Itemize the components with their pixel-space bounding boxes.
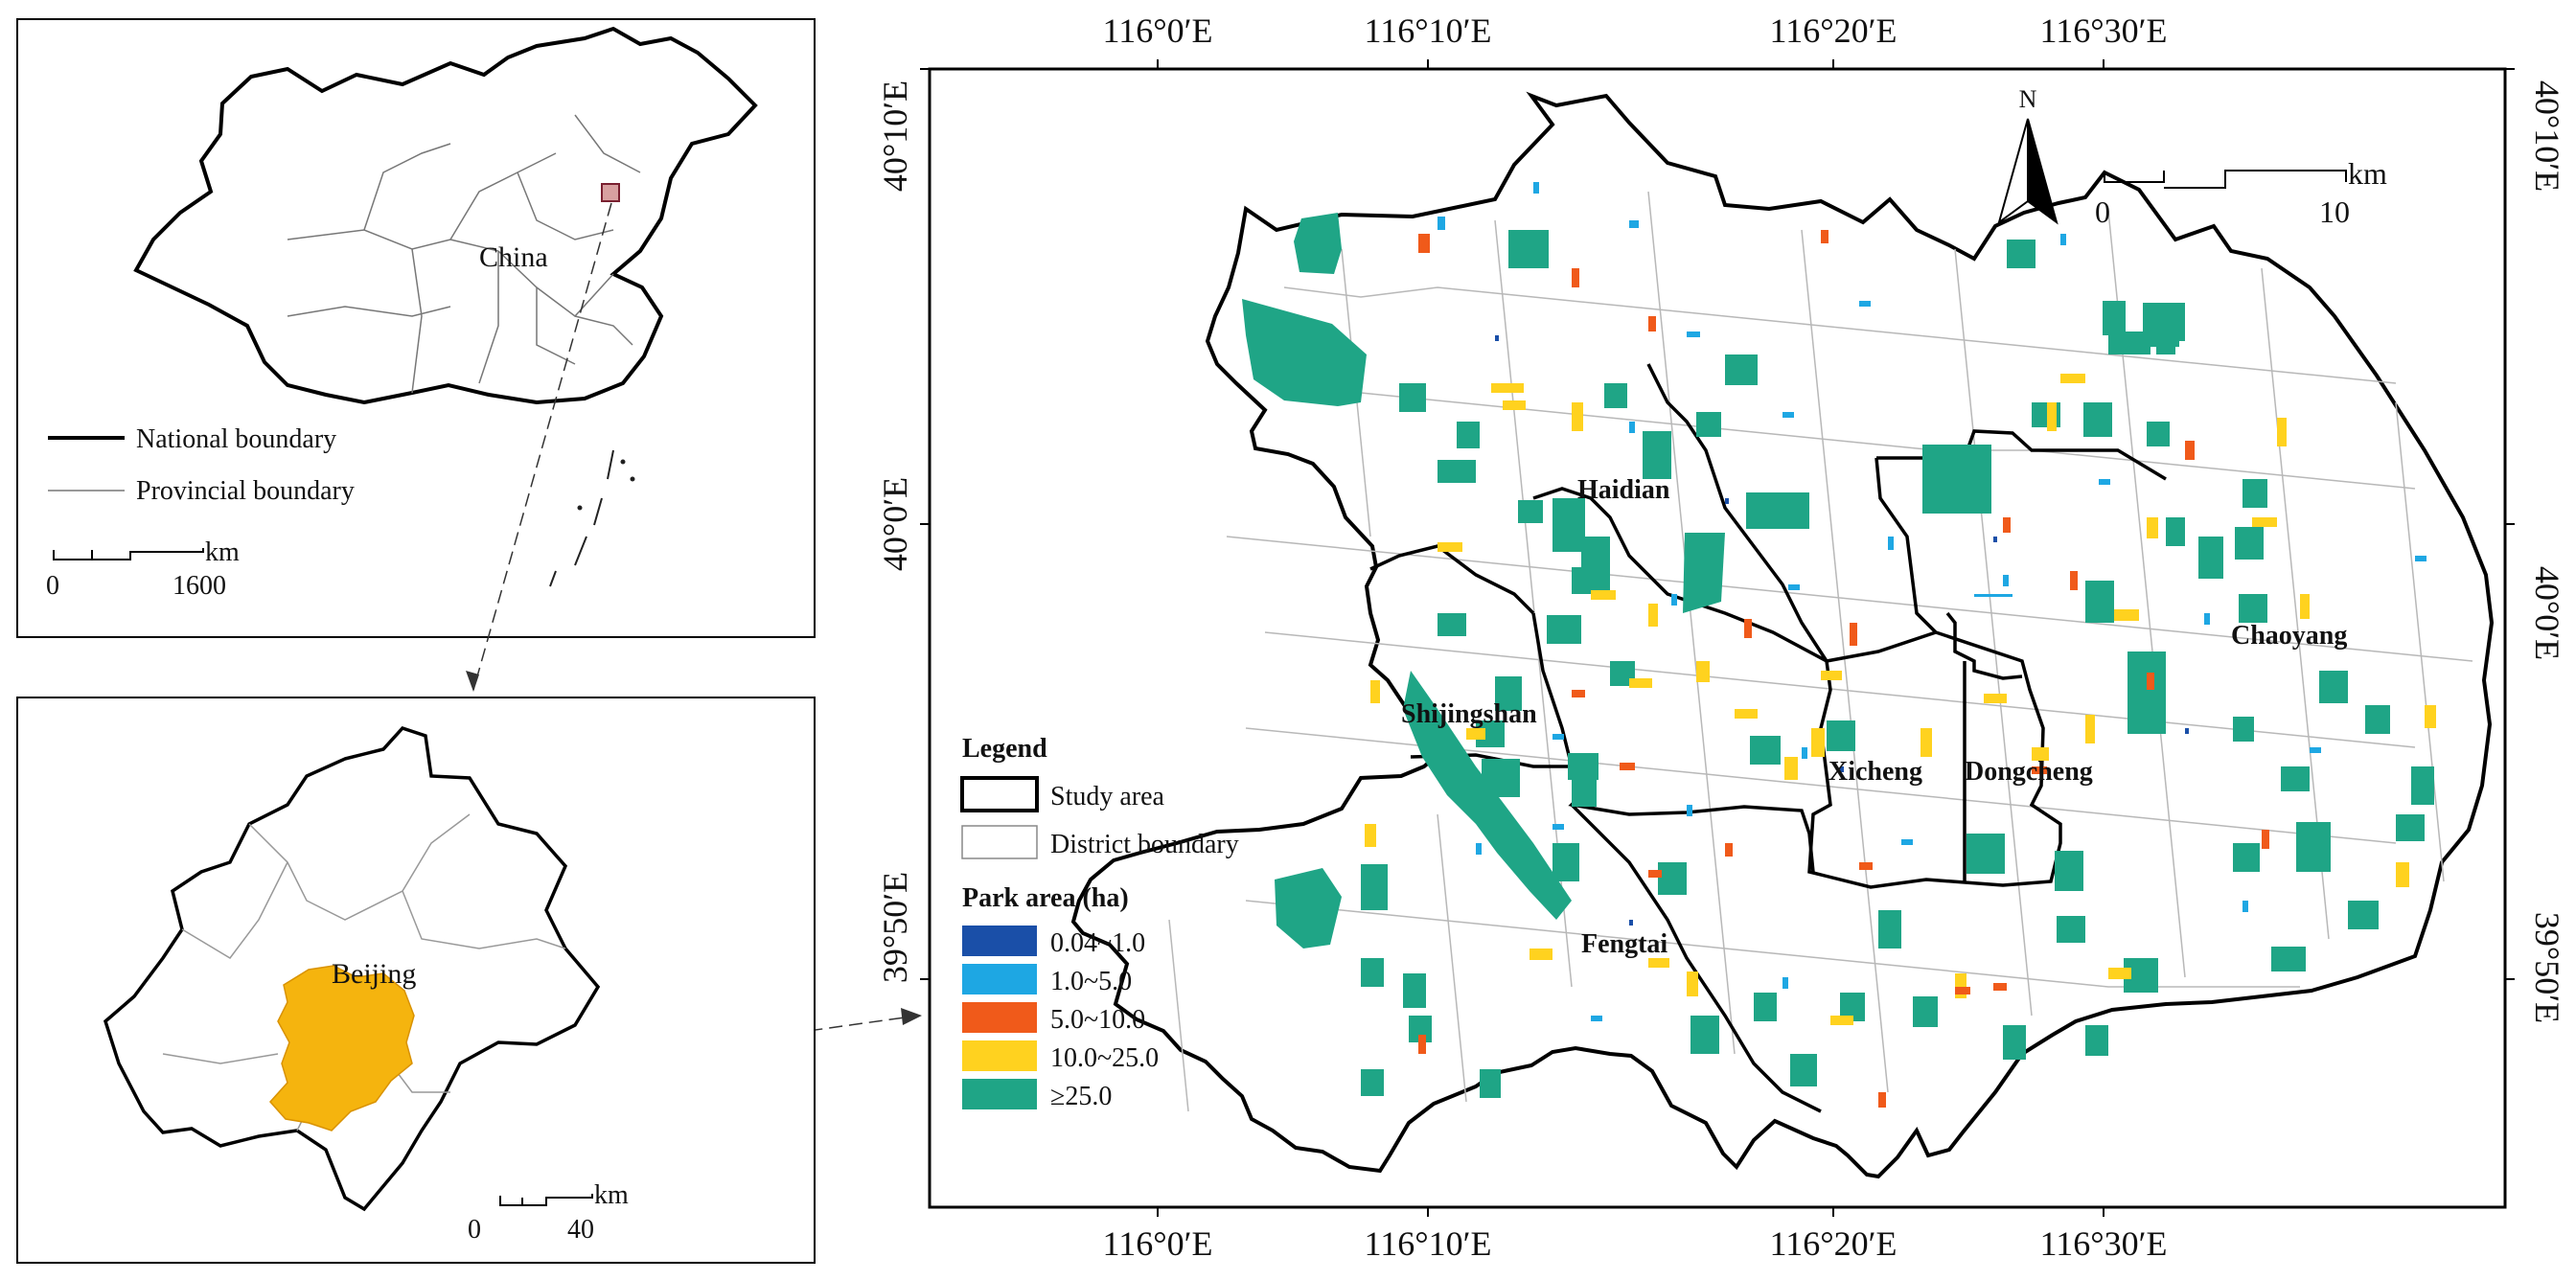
parks-0-1 bbox=[1495, 335, 2189, 926]
north-arrow-label: N bbox=[2019, 85, 2037, 113]
main-scalebar bbox=[2104, 170, 2347, 189]
right-tick-labels: 40°10′E 40°0′E 39°50′E bbox=[2528, 80, 2566, 1023]
legend-title: Legend bbox=[962, 734, 1047, 764]
main-scalebar-end: 10 bbox=[2319, 194, 2350, 229]
legend-provincial-boundary-label: Provincial boundary bbox=[136, 476, 355, 506]
china-scalebar bbox=[53, 548, 204, 560]
district-label-dongcheng: Dongcheng bbox=[1965, 757, 2093, 787]
top-tick-label: 116°30′E bbox=[2040, 11, 2168, 50]
beijing-study-area-highlight bbox=[268, 965, 415, 1131]
bottom-tick-labels: 116°0′E 116°10′E 116°20′E 116°30′E bbox=[1103, 1224, 2168, 1263]
left-tick-labels: 40°10′E 40°0′E 39°50′E bbox=[876, 80, 914, 983]
legend-park-title: Park area (ha) bbox=[962, 883, 1129, 913]
china-provincial-boundaries bbox=[287, 114, 641, 394]
legend-class-label: ≥25.0 bbox=[1050, 1082, 1112, 1111]
map-legend: Legend Study area District boundary Park… bbox=[960, 734, 1239, 1111]
right-tick-label: 40°0′E bbox=[2528, 566, 2566, 660]
legend-class-label: 5.0~10.0 bbox=[1050, 1005, 1145, 1035]
legend-class-swatch bbox=[962, 964, 1037, 994]
district-label-xicheng: Xicheng bbox=[1828, 757, 1922, 787]
bottom-tick-label: 116°30′E bbox=[2040, 1224, 2168, 1263]
left-tick-label: 40°10′E bbox=[876, 80, 914, 192]
china-inset: China National boundary Provincial bound… bbox=[16, 18, 816, 638]
china-beijing-marker bbox=[601, 183, 620, 202]
legend-study-area-swatch bbox=[960, 776, 1039, 812]
legend-class-label: 1.0~5.0 bbox=[1050, 967, 1132, 996]
main-map-tick-marks bbox=[920, 59, 2515, 1217]
connector-arrowhead-1 bbox=[466, 671, 479, 692]
district-label-haidian: Haidian bbox=[1577, 475, 1670, 505]
legend-study-area-label: Study area bbox=[1050, 782, 1165, 811]
left-tick-label: 40°0′E bbox=[876, 477, 914, 571]
legend-class-list: 0.04~1.0 1.0~5.0 5.0~10.0 10.0~25.0 ≥25.0 bbox=[962, 926, 1159, 1111]
top-tick-label: 116°0′E bbox=[1103, 11, 1213, 50]
beijing-inset: Beijing km 0 40 bbox=[16, 697, 816, 1264]
right-tick-label: 40°10′E bbox=[2528, 80, 2566, 192]
north-arrow bbox=[1997, 118, 2058, 225]
top-tick-label: 116°10′E bbox=[1365, 11, 1492, 50]
parks-1-5 bbox=[1438, 182, 2426, 1021]
beijing-scalebar-end: 40 bbox=[567, 1215, 594, 1245]
legend-district-boundary-label: District boundary bbox=[1050, 830, 1239, 859]
beijing-scalebar-unit: km bbox=[594, 1180, 629, 1210]
beijing-boundary bbox=[103, 725, 601, 1212]
connector-arrowhead-2 bbox=[901, 1008, 922, 1025]
main-scalebar-unit: km bbox=[2348, 156, 2387, 191]
district-label-shijingshan: Shijingshan bbox=[1401, 699, 1537, 729]
china-scalebar-unit: km bbox=[205, 537, 240, 567]
top-tick-label: 116°20′E bbox=[1770, 11, 1898, 50]
china-scalebar-end: 1600 bbox=[172, 571, 226, 601]
beijing-label: Beijing bbox=[332, 958, 416, 990]
china-label: China bbox=[479, 241, 548, 273]
top-tick-labels: 116°0′E 116°10′E 116°20′E 116°30′E bbox=[1103, 11, 2168, 50]
right-tick-label: 39°50′E bbox=[2528, 912, 2566, 1023]
china-scalebar-start: 0 bbox=[46, 571, 59, 601]
bottom-tick-label: 116°0′E bbox=[1103, 1224, 1213, 1263]
legend-class-swatch bbox=[962, 1040, 1037, 1071]
bottom-tick-label: 116°10′E bbox=[1365, 1224, 1492, 1263]
district-label-chaoyang: Chaoyang bbox=[2231, 621, 2347, 651]
beijing-scalebar-start: 0 bbox=[468, 1215, 481, 1245]
main-map: Haidian Chaoyang Shijingshan Xicheng Don… bbox=[876, 11, 2566, 1263]
legend-class-swatch bbox=[962, 1002, 1037, 1033]
legend-class-label: 10.0~25.0 bbox=[1050, 1043, 1159, 1073]
china-national-boundary bbox=[133, 26, 758, 405]
legend-class-swatch bbox=[962, 1079, 1037, 1109]
parks-5-10 bbox=[1418, 230, 2269, 1108]
beijing-scalebar bbox=[499, 1194, 593, 1206]
district-label-fengtai: Fengtai bbox=[1581, 929, 1668, 959]
legend-class-label: 0.04~1.0 bbox=[1050, 928, 1145, 958]
legend-district-boundary-swatch bbox=[961, 825, 1038, 859]
parks-ge25 bbox=[1242, 213, 2434, 1098]
left-tick-label: 39°50′E bbox=[876, 872, 914, 983]
legend-national-boundary-label: National boundary bbox=[136, 424, 336, 454]
bottom-tick-label: 116°20′E bbox=[1770, 1224, 1898, 1263]
south-china-sea-islands bbox=[549, 449, 635, 587]
legend-class-swatch bbox=[962, 926, 1037, 956]
main-scalebar-start: 0 bbox=[2095, 194, 2110, 229]
